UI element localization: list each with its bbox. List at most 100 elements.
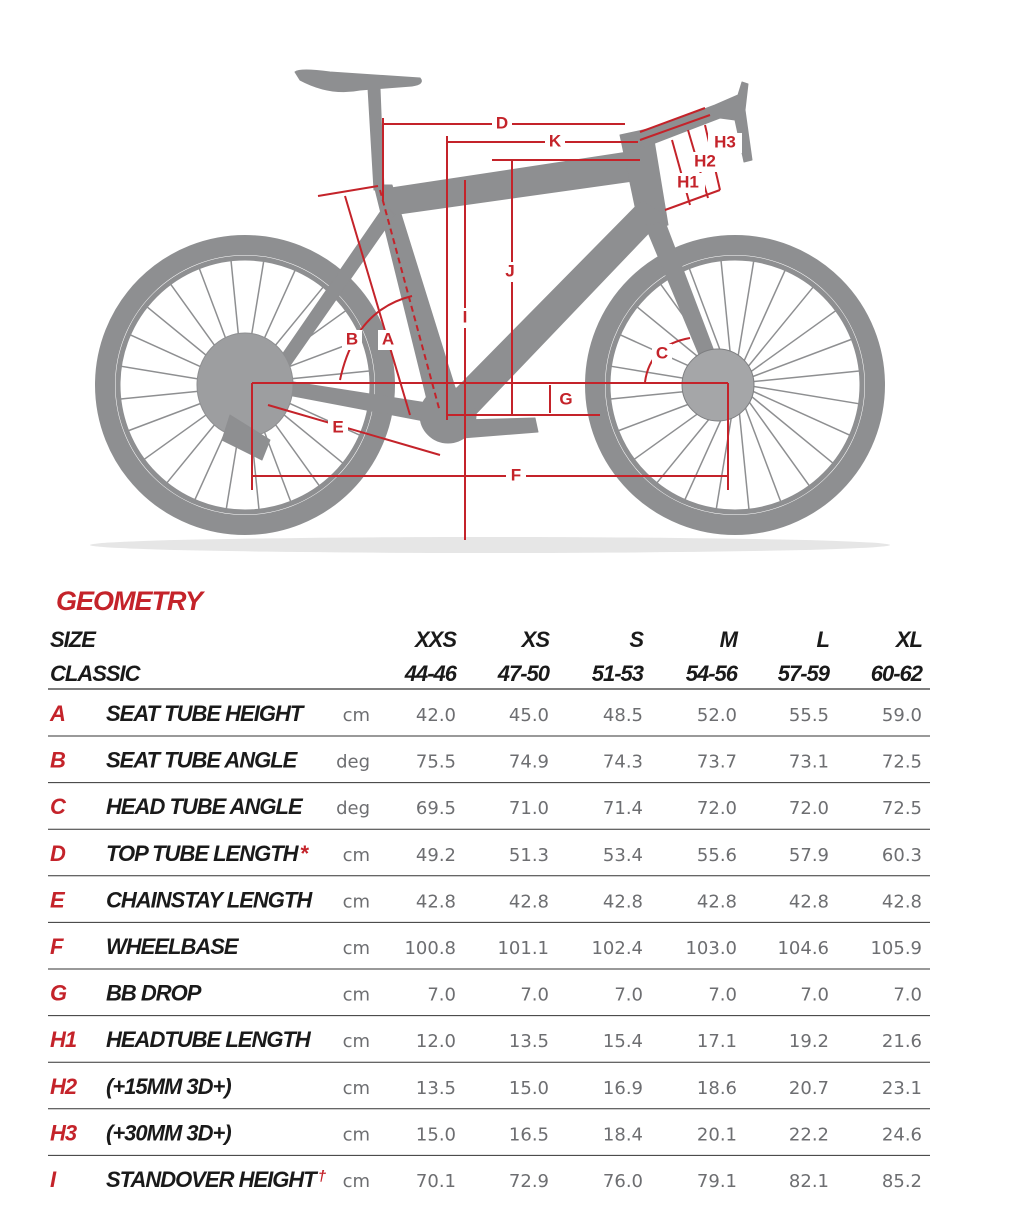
cell-value: 13.5: [509, 1031, 549, 1052]
label-bg: [556, 390, 576, 410]
cell-value: 7.0: [800, 985, 829, 1006]
cell-value: 69.5: [416, 798, 456, 819]
row-name: TOP TUBE LENGTH: [106, 841, 300, 866]
cell-value: 85.2: [882, 1171, 922, 1192]
cell-value: 13.5: [416, 1078, 456, 1099]
cell-value: 74.9: [509, 752, 549, 773]
cell-value: 72.5: [882, 752, 922, 773]
cell-value: 42.8: [509, 891, 549, 912]
cell-value: 60.3: [882, 845, 922, 866]
cell-value: 101.1: [497, 938, 549, 959]
cell-value: 20.7: [789, 1078, 829, 1099]
row-unit: cm: [343, 1171, 370, 1192]
cell-value: 100.8: [404, 938, 456, 959]
cell-value: 42.8: [416, 891, 456, 912]
label-bg: [500, 262, 520, 282]
range-header: 47-50: [497, 661, 551, 686]
spoke: [744, 384, 859, 405]
cell-value: 21.6: [882, 1031, 922, 1052]
cell-value: 24.6: [882, 1124, 922, 1145]
dimension-label: H2: [694, 151, 716, 170]
range-header: 57-59: [778, 661, 831, 686]
spoke: [743, 338, 852, 381]
row-mark: *: [300, 841, 310, 866]
cell-value: 74.3: [603, 752, 643, 773]
cell-value: 70.1: [416, 1171, 456, 1192]
size-header: XXS: [413, 627, 457, 652]
rim: [605, 255, 865, 515]
label-bg: [545, 132, 565, 152]
cell-value: 15.0: [416, 1124, 456, 1145]
cell-value: 59.0: [882, 705, 922, 726]
range-header: 44-46: [404, 661, 458, 686]
dimension-label: I: [463, 307, 468, 326]
row-code: H2: [50, 1074, 78, 1099]
tire: [585, 235, 885, 535]
row-unit: cm: [343, 985, 370, 1006]
row-unit: deg: [336, 798, 370, 819]
cell-value: 73.7: [697, 752, 737, 773]
row-code: I: [50, 1167, 57, 1192]
row-mark: †: [318, 1168, 327, 1185]
cell-value: 71.0: [509, 798, 549, 819]
row-name: HEAD TUBE ANGLE: [106, 794, 304, 819]
cell-value: 42.0: [416, 705, 456, 726]
row-code: F: [50, 934, 64, 959]
row-name: (+30MM 3D+): [106, 1120, 231, 1145]
cell-value: 19.2: [789, 1031, 829, 1052]
label-bg: [328, 418, 348, 438]
cell-value: 57.9: [789, 845, 829, 866]
dimension-label: D: [496, 113, 508, 132]
range-header: 51-53: [592, 661, 644, 686]
cell-value: 15.4: [603, 1031, 643, 1052]
cell-value: 7.0: [427, 985, 456, 1006]
spoke: [744, 386, 850, 436]
row-code: E: [50, 887, 66, 912]
dimension-lines: [251, 107, 729, 540]
cell-value: 16.5: [509, 1124, 549, 1145]
row-unit: cm: [343, 1078, 370, 1099]
row-code: B: [50, 748, 66, 773]
label-bg: [506, 466, 526, 486]
cell-value: 48.5: [603, 705, 643, 726]
row-name: (+15MM 3D+): [106, 1074, 231, 1099]
cell-value: 72.0: [697, 798, 737, 819]
cell-value: 7.0: [520, 985, 549, 1006]
cell-value: 45.0: [509, 705, 549, 726]
dimension-label: J: [505, 261, 514, 280]
cell-value: 7.0: [708, 985, 737, 1006]
size-header: L: [817, 627, 830, 652]
row-unit: cm: [343, 705, 370, 726]
dimension-label: B: [346, 329, 358, 348]
cell-value: 7.0: [614, 985, 643, 1006]
row-unit: deg: [336, 752, 370, 773]
cell-value: 72.0: [789, 798, 829, 819]
geometry-table: XXS 44-46 XS 47-50 S 51-53 M 54-56 L 57-59 XL 60-62…: [48, 627, 930, 1192]
cell-value: 42.8: [882, 891, 922, 912]
label-bg: [652, 344, 672, 364]
cell-value: 15.0: [509, 1078, 549, 1099]
cell-value: 73.1: [789, 752, 829, 773]
cell-value: 42.8: [603, 891, 643, 912]
cell-value: 18.6: [697, 1078, 737, 1099]
label-bg: [671, 173, 705, 193]
row-name: HEADTUBE LENGTH: [106, 1027, 312, 1052]
label-bg: [378, 330, 398, 350]
spoke: [743, 389, 834, 464]
row-name: SEAT TUBE ANGLE: [106, 748, 299, 773]
cell-value: 53.4: [603, 845, 643, 866]
classic-label: CLASSIC: [50, 661, 142, 686]
cell-value: 42.8: [697, 891, 737, 912]
size-header: XL: [894, 627, 923, 652]
cell-value: 42.8: [789, 891, 829, 912]
dimension-label: C: [656, 343, 668, 362]
label-bg: [492, 114, 512, 134]
row-code: G: [50, 981, 67, 1006]
spoke: [736, 270, 786, 376]
row-unit: cm: [343, 938, 370, 959]
dimension-label: H3: [714, 132, 736, 151]
rim: [115, 255, 375, 515]
dimension-label: K: [549, 131, 562, 150]
row-code: D: [50, 841, 66, 866]
